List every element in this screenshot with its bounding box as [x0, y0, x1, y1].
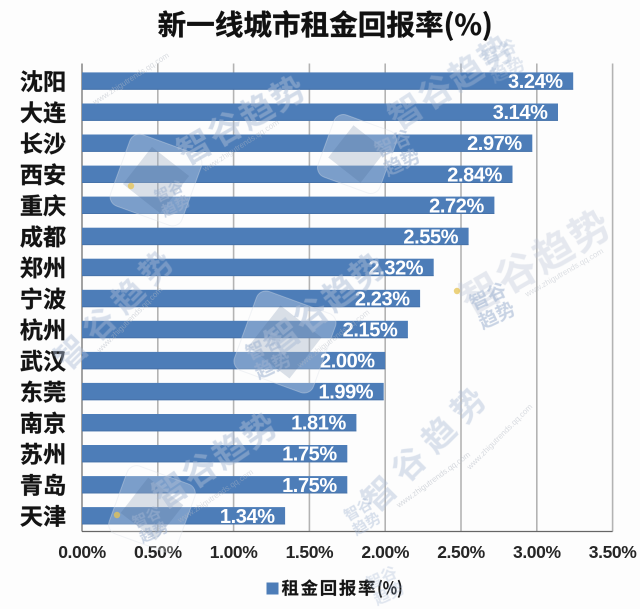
svg-text:3.50%: 3.50% — [589, 542, 637, 562]
svg-text:0.00%: 0.00% — [58, 542, 106, 562]
svg-text:1.75%: 1.75% — [282, 444, 337, 466]
svg-text:1.81%: 1.81% — [291, 413, 346, 435]
svg-text:2.50%: 2.50% — [437, 542, 485, 562]
svg-text:3.00%: 3.00% — [513, 542, 561, 562]
svg-text:2.84%: 2.84% — [447, 164, 502, 186]
svg-text:1.34%: 1.34% — [220, 506, 275, 528]
svg-text:2.00%: 2.00% — [320, 351, 375, 373]
svg-text:0.50%: 0.50% — [134, 542, 182, 562]
svg-text:1.00%: 1.00% — [210, 542, 258, 562]
svg-text:2.00%: 2.00% — [361, 542, 409, 562]
svg-text:2.72%: 2.72% — [429, 195, 484, 217]
svg-text:2.23%: 2.23% — [355, 289, 410, 311]
svg-text:2.97%: 2.97% — [467, 133, 522, 155]
svg-text:3.14%: 3.14% — [493, 102, 548, 124]
svg-text:2.55%: 2.55% — [403, 226, 458, 248]
svg-text:3.24%: 3.24% — [508, 71, 563, 93]
svg-text:1.50%: 1.50% — [286, 542, 334, 562]
svg-text:2.15%: 2.15% — [343, 320, 398, 342]
svg-text:1.99%: 1.99% — [318, 382, 373, 404]
svg-text:1.75%: 1.75% — [282, 475, 337, 497]
